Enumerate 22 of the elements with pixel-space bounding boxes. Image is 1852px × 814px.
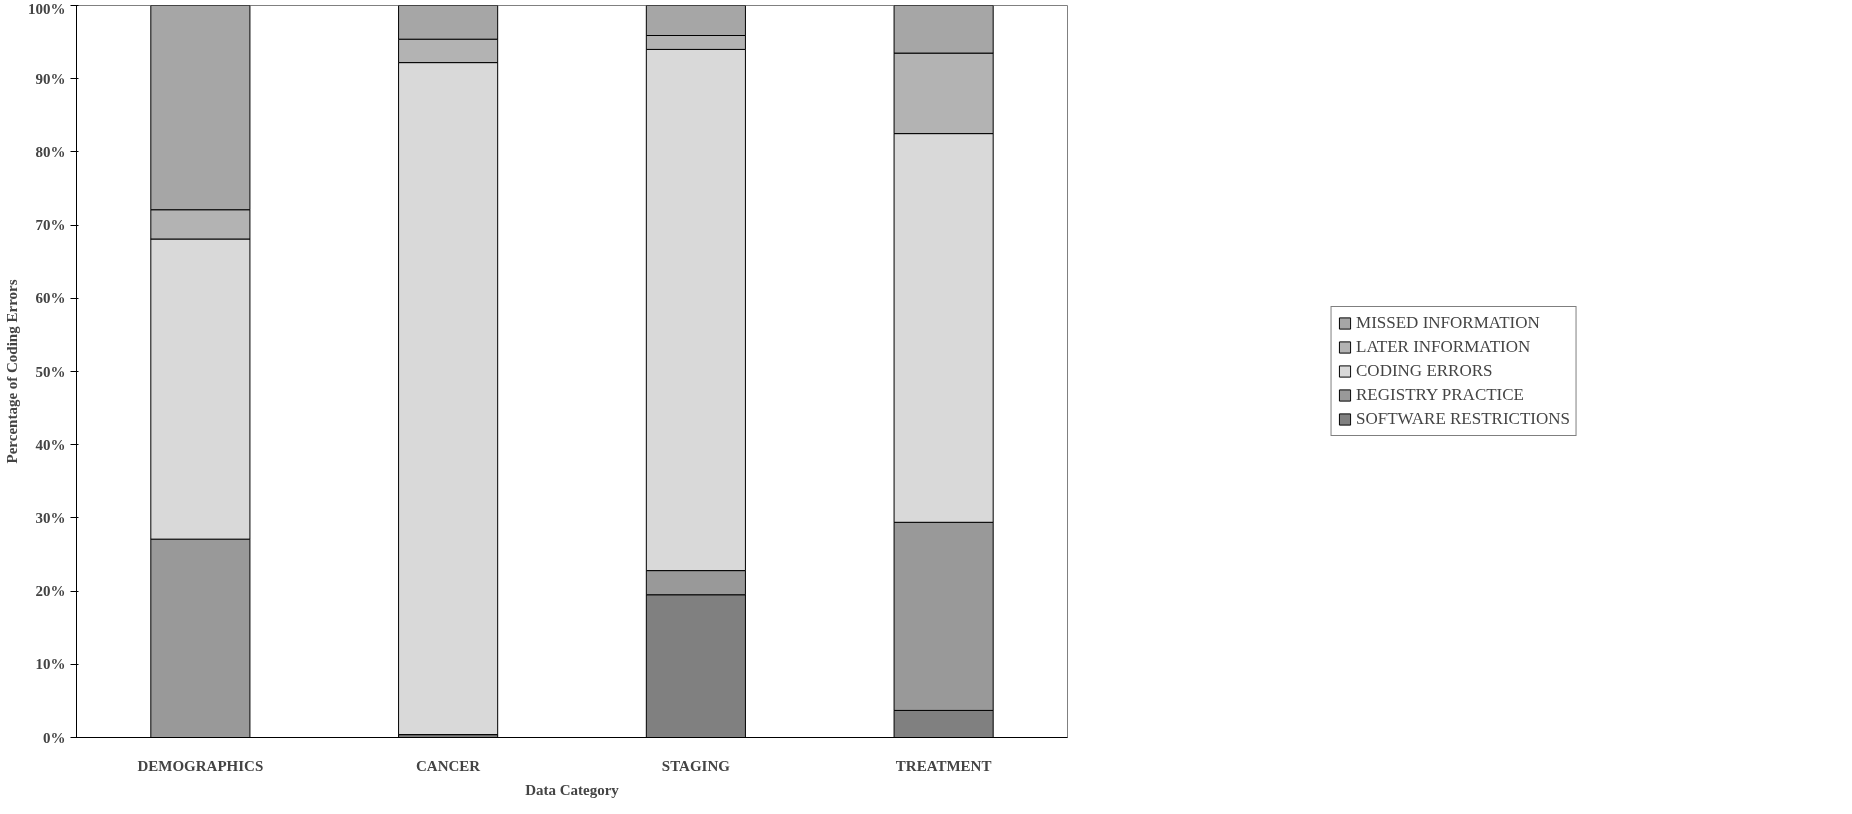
x-tick-label: STAGING <box>661 757 731 774</box>
x-tick-label: DEMOGRAPHICS <box>137 757 264 774</box>
x-tick-label: TREATMENT <box>895 757 992 774</box>
y-tick-label: 100% <box>28 0 66 17</box>
y-tick-label: 40% <box>35 436 66 453</box>
y-tick-label: 90% <box>35 70 66 87</box>
y-tick-label: 70% <box>35 217 66 234</box>
legend-label: MISSED INFORMATION <box>1356 313 1540 333</box>
y-tick-label: 10% <box>35 656 66 673</box>
y-tick-label: 0% <box>43 729 66 746</box>
legend-label: CODING ERRORS <box>1356 361 1493 381</box>
legend-label: REGISTRY PRACTICE <box>1356 385 1525 405</box>
y-tick-label: 50% <box>35 363 66 380</box>
x-tick-label: CANCER <box>416 757 481 774</box>
legend-label: SOFTWARE RESTRICTIONS <box>1356 409 1570 429</box>
x-axis-title: Data Category <box>525 781 620 798</box>
y-tick-label: 60% <box>35 290 66 307</box>
y-axis-title: Percentage of Coding Errors <box>4 279 20 464</box>
legend-label: LATER INFORMATION <box>1356 337 1531 357</box>
y-tick-label: 30% <box>35 509 66 526</box>
y-tick-label: 80% <box>35 143 66 160</box>
y-tick-label: 20% <box>35 583 66 600</box>
